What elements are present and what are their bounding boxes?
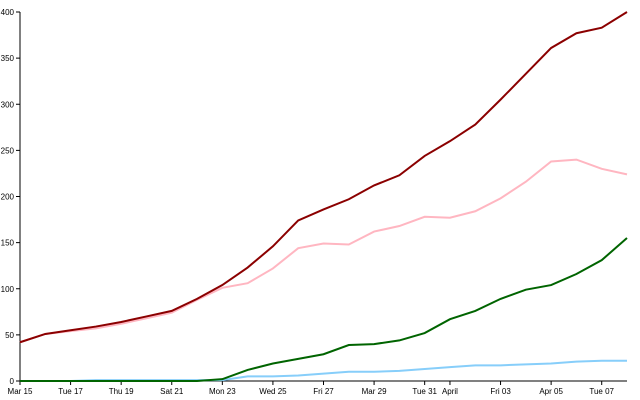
y-tick-label: 350 [1, 54, 15, 63]
x-tick-label: Tue 07 [589, 387, 614, 396]
x-tick-label: Fri 27 [313, 387, 334, 396]
y-tick-label: 250 [1, 146, 15, 155]
x-tick-label: Sat 21 [160, 387, 184, 396]
y-tick-label: 200 [1, 193, 15, 202]
line [19, 11, 628, 344]
y-tick-label: 100 [1, 285, 15, 294]
line [20, 359, 627, 382]
x-tick-label: Apr 05 [539, 387, 563, 396]
x-tick-label: Fri 03 [490, 387, 511, 396]
x-tick-label: Mon 23 [209, 387, 236, 396]
line [19, 158, 628, 344]
x-tick-label: Thu 19 [109, 387, 134, 396]
y-tick-label: 150 [1, 239, 15, 248]
x-tick-label: April [442, 387, 458, 396]
y-tick-label: 300 [1, 100, 15, 109]
y-tick-label: 400 [1, 8, 15, 17]
y-tick-label: 50 [5, 331, 14, 340]
line [20, 237, 628, 382]
x-tick-label: Wed 25 [259, 387, 287, 396]
x-tick-label: Mar 29 [362, 387, 387, 396]
x-tick-label: Tue 31 [412, 387, 437, 396]
x-tick-label: Mar 15 [8, 387, 33, 396]
x-tick-label: Tue 17 [58, 387, 83, 396]
y-tick-label: 0 [10, 377, 15, 386]
